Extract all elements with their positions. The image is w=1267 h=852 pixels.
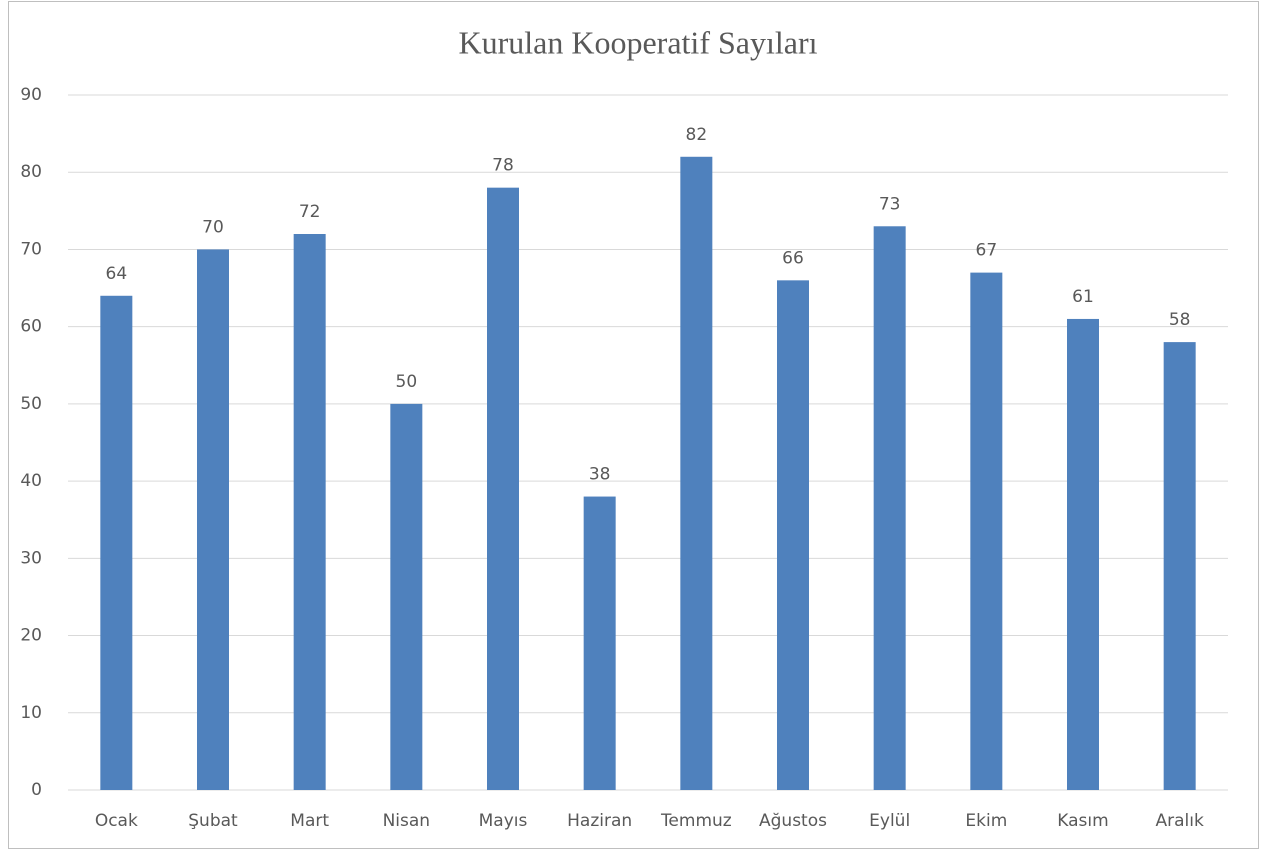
x-tick-label: Ocak bbox=[95, 811, 138, 831]
y-tick-label: 50 bbox=[20, 394, 42, 414]
bar bbox=[1163, 342, 1196, 790]
data-label: 61 bbox=[1072, 287, 1094, 307]
y-tick-label: 60 bbox=[20, 317, 42, 337]
x-tick-label: Aralık bbox=[1156, 811, 1204, 831]
bar bbox=[293, 234, 326, 790]
data-label: 73 bbox=[879, 194, 901, 214]
data-label: 64 bbox=[106, 264, 128, 284]
bar bbox=[487, 187, 519, 790]
bar bbox=[390, 403, 423, 790]
x-tick-label: Şubat bbox=[188, 811, 238, 831]
y-tick-label: 0 bbox=[31, 780, 42, 800]
bar bbox=[777, 280, 809, 790]
x-tick-label: Haziran bbox=[567, 811, 632, 831]
bar bbox=[100, 295, 133, 790]
x-tick-label: Mayıs bbox=[479, 811, 528, 831]
data-label: 58 bbox=[1169, 310, 1191, 330]
data-label: 50 bbox=[396, 372, 418, 392]
y-tick-label: 80 bbox=[20, 162, 42, 182]
x-tick-label: Ekim bbox=[965, 811, 1007, 831]
data-label: 78 bbox=[492, 156, 514, 176]
data-label: 38 bbox=[589, 465, 611, 485]
bar bbox=[197, 249, 229, 790]
chart-title: Kurulan Kooperatif Sayıları bbox=[459, 24, 818, 60]
bar bbox=[873, 226, 906, 790]
y-tick-label: 20 bbox=[20, 626, 42, 646]
data-label: 82 bbox=[686, 125, 708, 145]
data-label: 72 bbox=[299, 202, 321, 222]
data-label: 70 bbox=[202, 217, 224, 237]
y-tick-label: 10 bbox=[20, 703, 42, 723]
bar bbox=[680, 156, 713, 790]
bar bbox=[970, 272, 1003, 791]
y-tick-label: 70 bbox=[20, 239, 42, 259]
x-tick-label: Kasım bbox=[1057, 811, 1108, 831]
x-tick-label: Temmuz bbox=[660, 811, 732, 831]
y-tick-label: 40 bbox=[20, 471, 42, 491]
x-tick-label: Nisan bbox=[383, 811, 431, 831]
y-tick-label: 30 bbox=[20, 548, 42, 568]
x-tick-label: Mart bbox=[290, 811, 329, 831]
data-label: 67 bbox=[976, 241, 998, 261]
x-tick-label: Ağustos bbox=[759, 811, 827, 831]
data-label: 66 bbox=[782, 248, 804, 268]
bar bbox=[583, 496, 616, 790]
bar bbox=[1067, 318, 1099, 790]
x-tick-label: Eylül bbox=[869, 811, 910, 831]
y-tick-label: 90 bbox=[20, 85, 42, 105]
